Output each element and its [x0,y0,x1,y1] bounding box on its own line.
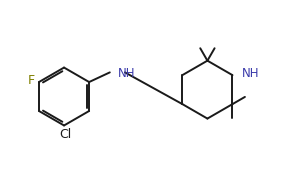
Text: F: F [28,74,35,87]
Text: NH: NH [242,67,259,80]
Text: NH: NH [118,67,135,80]
Text: Cl: Cl [59,128,71,141]
